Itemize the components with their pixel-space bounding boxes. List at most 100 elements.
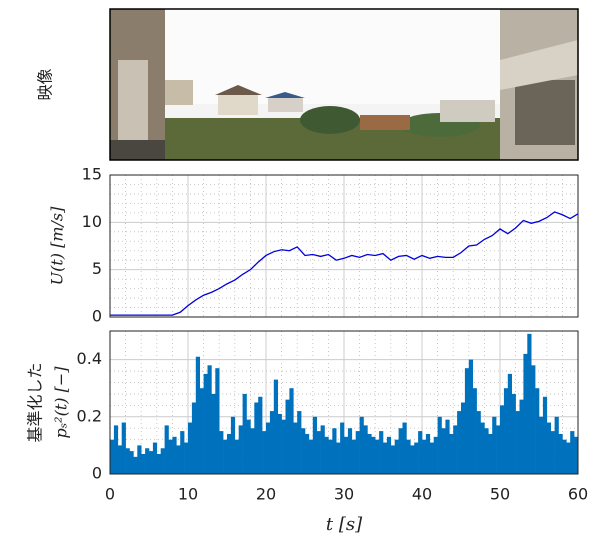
bar xyxy=(425,433,431,474)
bar xyxy=(246,419,251,474)
bar xyxy=(355,431,360,474)
bar xyxy=(301,428,306,474)
bar xyxy=(277,413,282,474)
bar xyxy=(184,442,189,474)
bar xyxy=(410,445,415,474)
bar xyxy=(464,368,470,474)
bar xyxy=(207,365,212,474)
bar xyxy=(316,431,321,474)
bar xyxy=(262,431,267,474)
bar xyxy=(546,422,551,474)
bar xyxy=(539,416,544,474)
bar xyxy=(117,445,122,474)
bar xyxy=(234,439,239,474)
bar xyxy=(125,448,130,474)
bar xyxy=(550,431,555,474)
bar xyxy=(133,456,138,474)
bar xyxy=(457,411,462,474)
bar xyxy=(238,425,243,474)
bar xyxy=(418,431,423,474)
bar xyxy=(332,428,337,474)
bar xyxy=(500,405,505,474)
bar xyxy=(371,436,376,474)
bar xyxy=(437,416,442,474)
bar xyxy=(441,428,446,474)
bar xyxy=(535,388,540,474)
bar xyxy=(285,399,290,474)
axes-frame xyxy=(109,330,579,475)
bar xyxy=(394,439,399,474)
bar xyxy=(242,393,247,474)
bar xyxy=(195,356,200,474)
bar xyxy=(406,439,411,474)
bar xyxy=(297,411,302,474)
bar xyxy=(188,422,193,474)
bar xyxy=(519,399,524,474)
bar xyxy=(336,442,341,474)
bar xyxy=(414,442,419,474)
bar xyxy=(445,419,450,474)
y-tick-label: 0 xyxy=(92,307,102,326)
axes-frame xyxy=(109,174,579,318)
bar xyxy=(305,433,310,474)
bar xyxy=(137,445,142,474)
bar xyxy=(433,436,438,474)
bar xyxy=(320,425,325,474)
bar xyxy=(293,422,298,474)
bar xyxy=(149,451,154,474)
bar xyxy=(168,439,173,474)
bar xyxy=(386,436,392,474)
bar xyxy=(507,373,512,474)
bar xyxy=(156,453,161,474)
bar xyxy=(281,419,286,474)
video-frame xyxy=(109,8,579,161)
bar xyxy=(375,439,380,474)
bar xyxy=(340,422,345,474)
bar xyxy=(344,436,349,474)
x-tick-label: 60 xyxy=(568,485,588,504)
bar xyxy=(484,428,489,474)
x-tick-label: 20 xyxy=(256,485,276,504)
bar xyxy=(172,436,177,474)
bar xyxy=(523,353,528,474)
bar xyxy=(227,433,232,474)
bar xyxy=(351,439,356,474)
bar xyxy=(254,402,259,474)
bar xyxy=(453,425,458,474)
data-line xyxy=(110,211,579,316)
bar xyxy=(558,433,563,474)
bar xyxy=(562,439,567,474)
bar xyxy=(531,365,536,474)
bar xyxy=(496,425,501,474)
bar xyxy=(461,402,466,474)
bar xyxy=(480,422,485,474)
x-tick-label: 0 xyxy=(105,485,115,504)
bar xyxy=(266,422,271,474)
x-axis-label: t [s] xyxy=(326,514,363,535)
bar xyxy=(379,431,384,474)
bar xyxy=(367,433,372,474)
bar xyxy=(429,442,434,474)
bar xyxy=(160,448,165,474)
bar xyxy=(570,431,575,474)
bar xyxy=(542,396,548,474)
y-tick-label: 0.2 xyxy=(77,406,102,425)
y-tick-label: 15 xyxy=(82,165,102,184)
bar xyxy=(449,433,454,474)
bar xyxy=(527,333,532,474)
bar xyxy=(468,359,473,474)
x-tick-label: 30 xyxy=(334,485,354,504)
bar xyxy=(363,425,368,474)
bar xyxy=(515,411,520,474)
bar xyxy=(566,442,571,474)
bar xyxy=(308,439,314,474)
bar xyxy=(145,448,150,474)
bar xyxy=(199,388,204,474)
bar xyxy=(359,416,364,474)
bar xyxy=(121,422,126,474)
bar xyxy=(390,445,395,474)
bar xyxy=(113,425,119,474)
bar xyxy=(191,402,197,474)
bar xyxy=(347,428,353,474)
